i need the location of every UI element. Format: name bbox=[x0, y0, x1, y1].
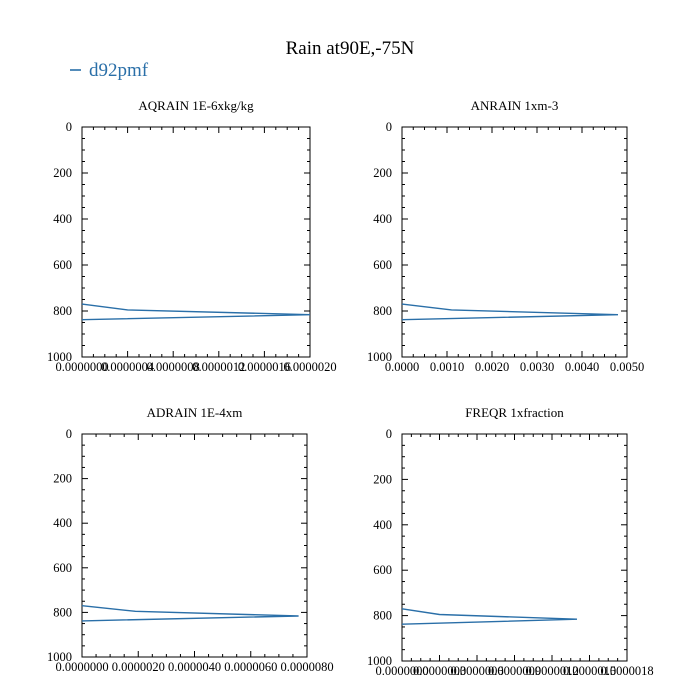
y-tick-label: 200 bbox=[53, 166, 72, 180]
y-tick-label: 400 bbox=[53, 212, 72, 226]
x-tick-label: 0.0000000 bbox=[55, 660, 108, 674]
x-tick-label: 0.0010 bbox=[430, 360, 464, 374]
x-tick-label: 0.0000012 bbox=[192, 360, 245, 374]
x-tick-label: 0.0000060 bbox=[224, 660, 277, 674]
y-tick-label: 800 bbox=[373, 304, 392, 318]
y-tick-label: 400 bbox=[373, 518, 392, 532]
panel-title: ANRAIN 1xm-3 bbox=[471, 98, 559, 113]
x-tick-label: 0.0000020 bbox=[283, 360, 336, 374]
panel-4: FREQR 1xfraction020040060080010000.00000… bbox=[367, 405, 654, 678]
y-tick-label: 1000 bbox=[367, 654, 392, 668]
x-tick-label: 0.0000008 bbox=[147, 360, 200, 374]
x-tick-label: 0.0030 bbox=[520, 360, 554, 374]
panel-title: AQRAIN 1E-6xkg/kg bbox=[138, 98, 254, 113]
x-tick-label: 0.0000012 bbox=[525, 664, 578, 678]
x-tick-label: 0.0000006 bbox=[450, 664, 503, 678]
y-tick-label: 0 bbox=[386, 120, 392, 134]
plot-frame bbox=[401, 433, 628, 662]
y-tick-label: 200 bbox=[373, 166, 392, 180]
x-tick-label: 0.0040 bbox=[565, 360, 599, 374]
x-tick-label: 0.0000016 bbox=[238, 360, 291, 374]
y-tick-label: 800 bbox=[53, 605, 72, 619]
y-tick-label: 0 bbox=[66, 427, 72, 441]
x-tick-label: 0.0020 bbox=[475, 360, 509, 374]
y-tick-label: 600 bbox=[53, 561, 72, 575]
series-line-1 bbox=[401, 608, 578, 625]
x-tick-label: 0.0000000 bbox=[375, 664, 428, 678]
panel-title: ADRAIN 1E-4xm bbox=[147, 405, 243, 420]
x-tick-label: 0.0000 bbox=[385, 360, 419, 374]
figure-title: Rain at90E,-75N bbox=[286, 38, 415, 59]
legend: d92pmf bbox=[70, 60, 149, 81]
panels: AQRAIN 1E-6xkg/kg020040060080010000.0000… bbox=[47, 98, 654, 678]
series-line-1 bbox=[81, 303, 311, 321]
y-tick-label: 800 bbox=[373, 609, 392, 623]
y-tick-label: 600 bbox=[373, 258, 392, 272]
x-tick-label: 0.0000009 bbox=[488, 664, 541, 678]
x-tick-label: 0.0000018 bbox=[600, 664, 653, 678]
series-line-1 bbox=[401, 303, 619, 321]
y-tick-label: 800 bbox=[53, 304, 72, 318]
x-tick-label: 0.0000000 bbox=[55, 360, 108, 374]
y-tick-label: 400 bbox=[53, 516, 72, 530]
y-tick-label: 200 bbox=[53, 472, 72, 486]
plot-frame bbox=[401, 126, 628, 358]
series-line-1 bbox=[81, 605, 299, 622]
panel-title: FREQR 1xfraction bbox=[465, 405, 564, 420]
plot-frame bbox=[81, 433, 308, 658]
x-tick-label: 0.0000015 bbox=[563, 664, 616, 678]
y-tick-label: 1000 bbox=[47, 350, 72, 364]
y-tick-label: 1000 bbox=[47, 650, 72, 664]
x-tick-label: 0.0000040 bbox=[168, 660, 221, 674]
y-tick-label: 400 bbox=[373, 212, 392, 226]
y-tick-label: 1000 bbox=[367, 350, 392, 364]
x-tick-label: 0.0000003 bbox=[413, 664, 466, 678]
panel-1: AQRAIN 1E-6xkg/kg020040060080010000.0000… bbox=[47, 98, 337, 374]
x-tick-label: 0.0000004 bbox=[101, 360, 155, 374]
y-tick-label: 0 bbox=[66, 120, 72, 134]
y-tick-label: 200 bbox=[373, 472, 392, 486]
legend-label: d92pmf bbox=[89, 60, 149, 81]
y-tick-label: 600 bbox=[373, 563, 392, 577]
x-tick-label: 0.0000080 bbox=[280, 660, 333, 674]
x-tick-label: 0.0050 bbox=[610, 360, 644, 374]
y-tick-label: 0 bbox=[386, 427, 392, 441]
y-tick-label: 600 bbox=[53, 258, 72, 272]
x-tick-label: 0.0000020 bbox=[112, 660, 165, 674]
plot-frame bbox=[81, 126, 311, 358]
